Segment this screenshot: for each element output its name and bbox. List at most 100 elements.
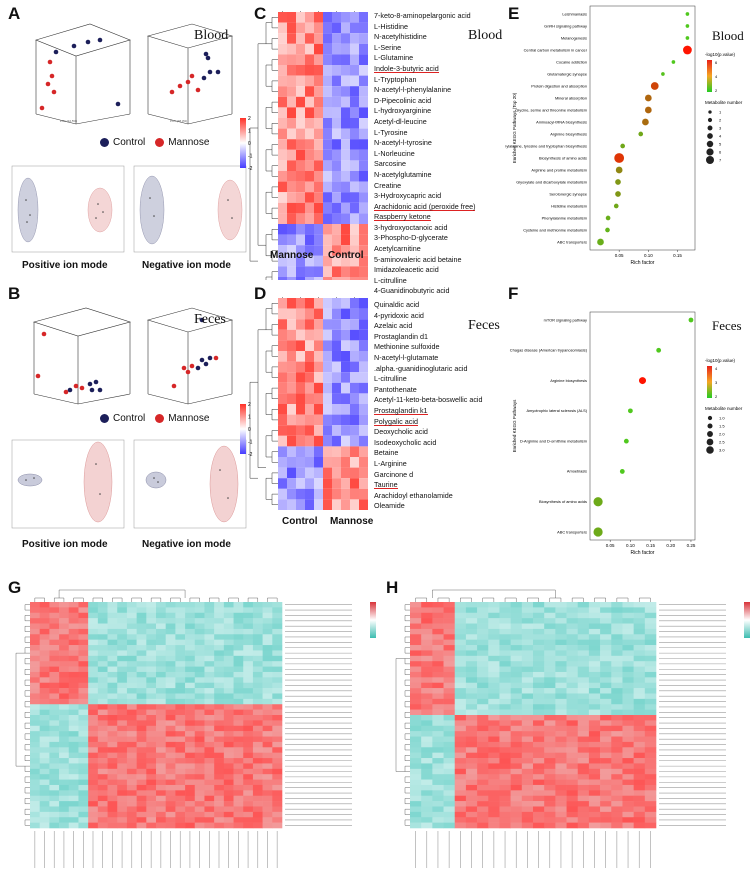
correlation-cell [488, 811, 500, 818]
pathway-label: Amyotrophic lateral sclerosis (ALS) [526, 408, 587, 413]
heatmap-cell [323, 478, 332, 489]
correlation-cell [78, 817, 89, 823]
correlation-cell [30, 731, 40, 737]
heatmap-cell [314, 43, 323, 55]
heatmap-cell [350, 54, 359, 65]
correlation-cell [432, 822, 444, 829]
heatmap-cell [296, 96, 305, 108]
panel-b-title: Feces [194, 312, 226, 327]
heatmap-cell [287, 149, 296, 161]
heatmap-cell [305, 171, 314, 182]
correlation-cell [185, 704, 196, 710]
correlation-cell [521, 682, 534, 689]
correlation-cell [204, 763, 215, 770]
x-tick-label: 0.05 [606, 543, 615, 548]
correlation-cell [272, 666, 283, 673]
correlation-cell [443, 688, 456, 694]
correlation-cell [510, 774, 523, 780]
correlation-cell [600, 715, 612, 721]
correlation-cell [272, 634, 283, 640]
legend-size-tick: 3 [719, 126, 722, 131]
correlation-cell [204, 645, 215, 651]
correlation-cell [488, 806, 500, 813]
correlation-cell [204, 806, 215, 813]
correlation-cell [521, 612, 534, 619]
correlation-cell [521, 790, 534, 797]
heatmap-cell [332, 351, 341, 362]
metabolite-label: L-Tryptophan [374, 74, 417, 84]
correlation-cell [156, 795, 166, 802]
correlation-cell [544, 650, 556, 657]
correlation-cell [477, 715, 489, 721]
correlation-cell [432, 666, 444, 673]
correlation-cell [421, 779, 433, 786]
correlation-cell [600, 688, 612, 694]
correlation-cell [465, 639, 478, 646]
scale-tick-label: -1 [248, 440, 253, 446]
correlation-cell [49, 811, 60, 818]
correlation-cell [97, 698, 108, 705]
correlation-cell [126, 666, 137, 673]
heatmap-cell [350, 414, 359, 426]
correlation-cell [97, 661, 108, 667]
correlation-cell [454, 774, 467, 780]
heatmap-cell [278, 96, 287, 108]
correlation-cell [156, 607, 166, 614]
correlation-cell [204, 725, 215, 732]
correlation-cell [521, 650, 534, 657]
metabolite-label: L-hydroxyarginine [374, 106, 432, 116]
heatmap-cell [296, 457, 305, 468]
correlation-cell [165, 741, 176, 748]
correlation-cell [214, 725, 225, 732]
heatmap-cell [350, 202, 359, 214]
correlation-cell [432, 758, 444, 764]
correlation-cell [165, 693, 176, 700]
correlation-cell [566, 774, 579, 780]
correlation-cell [97, 795, 108, 802]
pathway-label: mTOR signaling pathway [544, 317, 587, 322]
correlation-cell [117, 704, 128, 710]
correlation-cell [262, 661, 273, 667]
correlation-cell [233, 628, 244, 635]
correlation-cell [49, 801, 60, 807]
correlation-cell [243, 725, 254, 732]
correlation-cell [233, 655, 244, 662]
correlation-cell [223, 784, 234, 791]
correlation-cell [521, 774, 534, 780]
correlation-cell [175, 698, 186, 705]
correlation-cell [97, 677, 108, 684]
heatmap-cell [341, 192, 350, 203]
correlation-cell [600, 623, 612, 630]
correlation-cell [421, 790, 433, 797]
correlation-cell [272, 768, 283, 775]
heatmap-cell [359, 12, 368, 23]
x-tick-label: 0.10 [644, 253, 653, 258]
correlation-cell [214, 736, 225, 743]
metabolite-label: 3-Phospho-D-glycerate [374, 233, 448, 243]
heatmap-cell [296, 425, 305, 436]
correlation-cell [272, 731, 283, 737]
correlation-cell [533, 736, 545, 743]
correlation-cell [533, 628, 545, 635]
heatmap-cell [341, 361, 350, 373]
legend-size-dot [707, 133, 713, 139]
heatmap-cell [305, 499, 314, 510]
correlation-cell [499, 747, 511, 753]
correlation-cell [243, 677, 254, 684]
correlation-cell [78, 758, 89, 764]
correlation-cell [633, 811, 646, 818]
correlation-cell [68, 682, 79, 689]
correlation-cell [97, 704, 108, 710]
correlation-cell [533, 623, 545, 630]
correlation-cell [243, 645, 254, 651]
correlation-cell [107, 645, 118, 651]
heatmap-cell [350, 372, 359, 383]
heatmap-cell [350, 118, 359, 129]
correlation-cell [78, 795, 89, 802]
correlation-cell [454, 790, 467, 797]
panel-b-opls [11, 439, 247, 529]
correlation-cell [223, 752, 234, 759]
pathway-bubble [638, 131, 644, 137]
correlation-cell [622, 741, 634, 748]
correlation-cell [214, 677, 225, 684]
